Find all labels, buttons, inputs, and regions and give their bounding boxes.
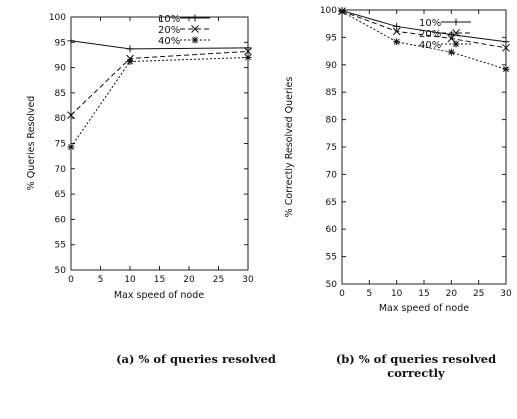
x-tick-label: 5 [366, 289, 372, 299]
data-point-d2 [68, 144, 74, 150]
legend-label: 20% [419, 29, 441, 40]
y-tick-label: 90 [326, 61, 338, 71]
legend-marker-d2 [452, 29, 460, 37]
series-40pct [338, 8, 510, 73]
x-tick-label: 15 [418, 289, 429, 299]
y-tick-label: 95 [55, 38, 66, 48]
y-tick-label: 70 [55, 165, 67, 175]
legend-label: 20% [158, 25, 180, 36]
y-tick-label: 60 [55, 215, 67, 225]
x-tick-label: 10 [391, 289, 403, 299]
series-40pct [67, 53, 252, 151]
data-point-d2 [339, 8, 345, 15]
caption-a: (a) % of queries resolved [116, 352, 276, 366]
y-tick-label: 85 [326, 88, 337, 98]
y-tick-label: 50 [326, 280, 338, 290]
x-tick-label: 25 [213, 275, 224, 285]
data-point-d2 [392, 27, 401, 36]
y-tick-label: 70 [326, 170, 338, 180]
legend-marker-d2 [191, 25, 199, 33]
x-tick-label: 0 [339, 289, 345, 299]
y-axis-label: % Correctly Resolved Queries [284, 77, 295, 218]
series-10pct [67, 37, 252, 53]
legend-marker-d2 [192, 37, 198, 43]
series-line [341, 10, 507, 43]
data-point-d2 [447, 34, 456, 43]
caption-b-line1: (b) % of queries resolved [335, 352, 497, 366]
x-tick-label: 0 [68, 275, 74, 285]
y-axis-label: % Queries Resolved [26, 96, 37, 191]
y-tick-label: 55 [55, 241, 66, 251]
y-tick-label: 75 [55, 140, 66, 150]
data-point-d2 [244, 47, 252, 56]
legend-marker-d2 [453, 41, 459, 47]
data-point-d2 [67, 111, 75, 120]
y-tick-label: 65 [326, 198, 337, 208]
y-tick-label: 100 [49, 13, 66, 23]
x-axis-label: Max speed of node [114, 290, 204, 301]
x-tick-label: 5 [98, 275, 104, 285]
data-point-d2 [448, 49, 455, 56]
legend-label: 10% [158, 14, 180, 25]
data-point-d2 [245, 54, 251, 61]
y-tick-label: 60 [326, 225, 338, 235]
data-point-d2 [503, 66, 509, 73]
plot-frame-a [70, 16, 249, 271]
x-tick-label: 20 [446, 289, 458, 299]
plot-frame-b [341, 9, 507, 285]
data-point-d2 [127, 58, 133, 65]
y-tick-label: 90 [55, 64, 67, 74]
y-tick-label: 100 [320, 6, 337, 16]
chart-b: 50 55 60 65 70 75 80 85 90 95 100 0 5 10 15 20 25 30 Max s… [284, 6, 512, 314]
data-point-d2 [502, 43, 510, 52]
series-line [70, 56, 249, 148]
x-tick-label: 15 [154, 275, 165, 285]
y-tick-label: 65 [55, 190, 66, 200]
x-tick-label: 30 [242, 275, 254, 285]
y-tick-label: 55 [326, 253, 337, 263]
y-tick-label: 50 [55, 266, 67, 276]
y-tick-label: 85 [55, 89, 66, 99]
y-tick-label: 75 [326, 143, 337, 153]
y-tick-label: 95 [326, 33, 337, 43]
legend-label: 10% [419, 18, 441, 29]
caption-b-line2: correctly [387, 366, 445, 380]
x-axis-label: Max speed of node [379, 303, 469, 314]
x-tick-label: 20 [183, 275, 195, 285]
legend-label: 40% [158, 36, 180, 47]
legend-label: 40% [419, 40, 441, 51]
data-point-d2 [393, 38, 400, 45]
chart-a: 50 55 60 65 70 75 80 85 90 95 100 0 5 10 15 20 25 30 Max s… [26, 13, 254, 301]
y-tick-label: 80 [55, 114, 67, 124]
y-tick-label: 80 [326, 116, 338, 126]
x-tick-label: 30 [500, 289, 512, 299]
x-tick-label: 10 [124, 275, 136, 285]
x-tick-label: 25 [473, 289, 484, 299]
